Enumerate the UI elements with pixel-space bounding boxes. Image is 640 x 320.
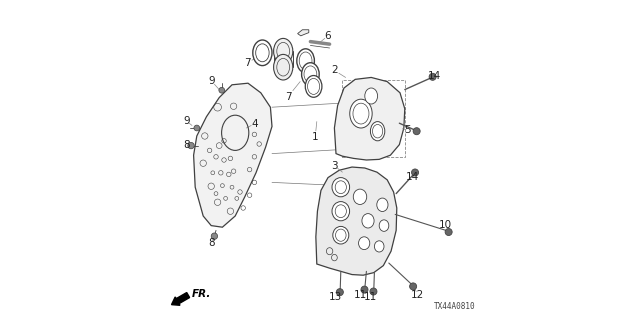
Ellipse shape: [274, 54, 293, 80]
Text: 1: 1: [312, 132, 319, 142]
FancyArrow shape: [172, 292, 189, 305]
Text: 6: 6: [324, 31, 332, 41]
Ellipse shape: [332, 178, 349, 197]
Circle shape: [219, 87, 225, 93]
Circle shape: [413, 128, 420, 135]
Ellipse shape: [350, 99, 372, 128]
Circle shape: [370, 288, 377, 295]
Ellipse shape: [333, 227, 349, 244]
Text: 10: 10: [439, 220, 452, 230]
Ellipse shape: [377, 198, 388, 212]
Text: 8: 8: [209, 238, 215, 248]
Text: 12: 12: [412, 290, 424, 300]
Ellipse shape: [358, 237, 370, 250]
Text: FR.: FR.: [191, 289, 211, 299]
Circle shape: [194, 125, 200, 131]
Text: 7: 7: [244, 58, 250, 68]
Ellipse shape: [274, 38, 293, 64]
Ellipse shape: [379, 220, 389, 231]
Circle shape: [445, 228, 452, 236]
Ellipse shape: [301, 63, 319, 86]
Ellipse shape: [362, 214, 374, 228]
Text: 9: 9: [183, 116, 189, 126]
Text: TX44A0810: TX44A0810: [433, 302, 475, 311]
Polygon shape: [298, 30, 309, 36]
Polygon shape: [334, 77, 405, 160]
Circle shape: [337, 289, 344, 296]
Ellipse shape: [365, 88, 378, 104]
Polygon shape: [316, 167, 397, 275]
Text: 11: 11: [354, 290, 367, 300]
Circle shape: [211, 233, 218, 239]
Text: 2: 2: [331, 65, 338, 76]
Text: 14: 14: [406, 172, 419, 182]
Text: 11: 11: [364, 292, 377, 302]
Ellipse shape: [371, 122, 385, 141]
Bar: [214, 144, 224, 149]
Circle shape: [188, 142, 195, 149]
Text: 5: 5: [404, 125, 411, 135]
Polygon shape: [193, 83, 272, 227]
Ellipse shape: [374, 241, 384, 252]
Circle shape: [429, 73, 436, 80]
Text: 8: 8: [183, 140, 189, 150]
Text: 7: 7: [285, 92, 291, 102]
Text: 14: 14: [428, 71, 441, 81]
Circle shape: [361, 286, 368, 293]
Ellipse shape: [305, 76, 322, 97]
Ellipse shape: [253, 40, 272, 66]
Text: 3: 3: [331, 161, 338, 171]
Ellipse shape: [297, 49, 314, 73]
Text: 4: 4: [251, 119, 258, 129]
Text: 9: 9: [208, 76, 214, 86]
Text: 13: 13: [329, 292, 342, 302]
Ellipse shape: [353, 189, 367, 204]
Bar: [342, 80, 404, 157]
Circle shape: [410, 283, 417, 290]
Circle shape: [412, 169, 419, 176]
Ellipse shape: [332, 202, 349, 221]
Bar: [219, 139, 225, 142]
